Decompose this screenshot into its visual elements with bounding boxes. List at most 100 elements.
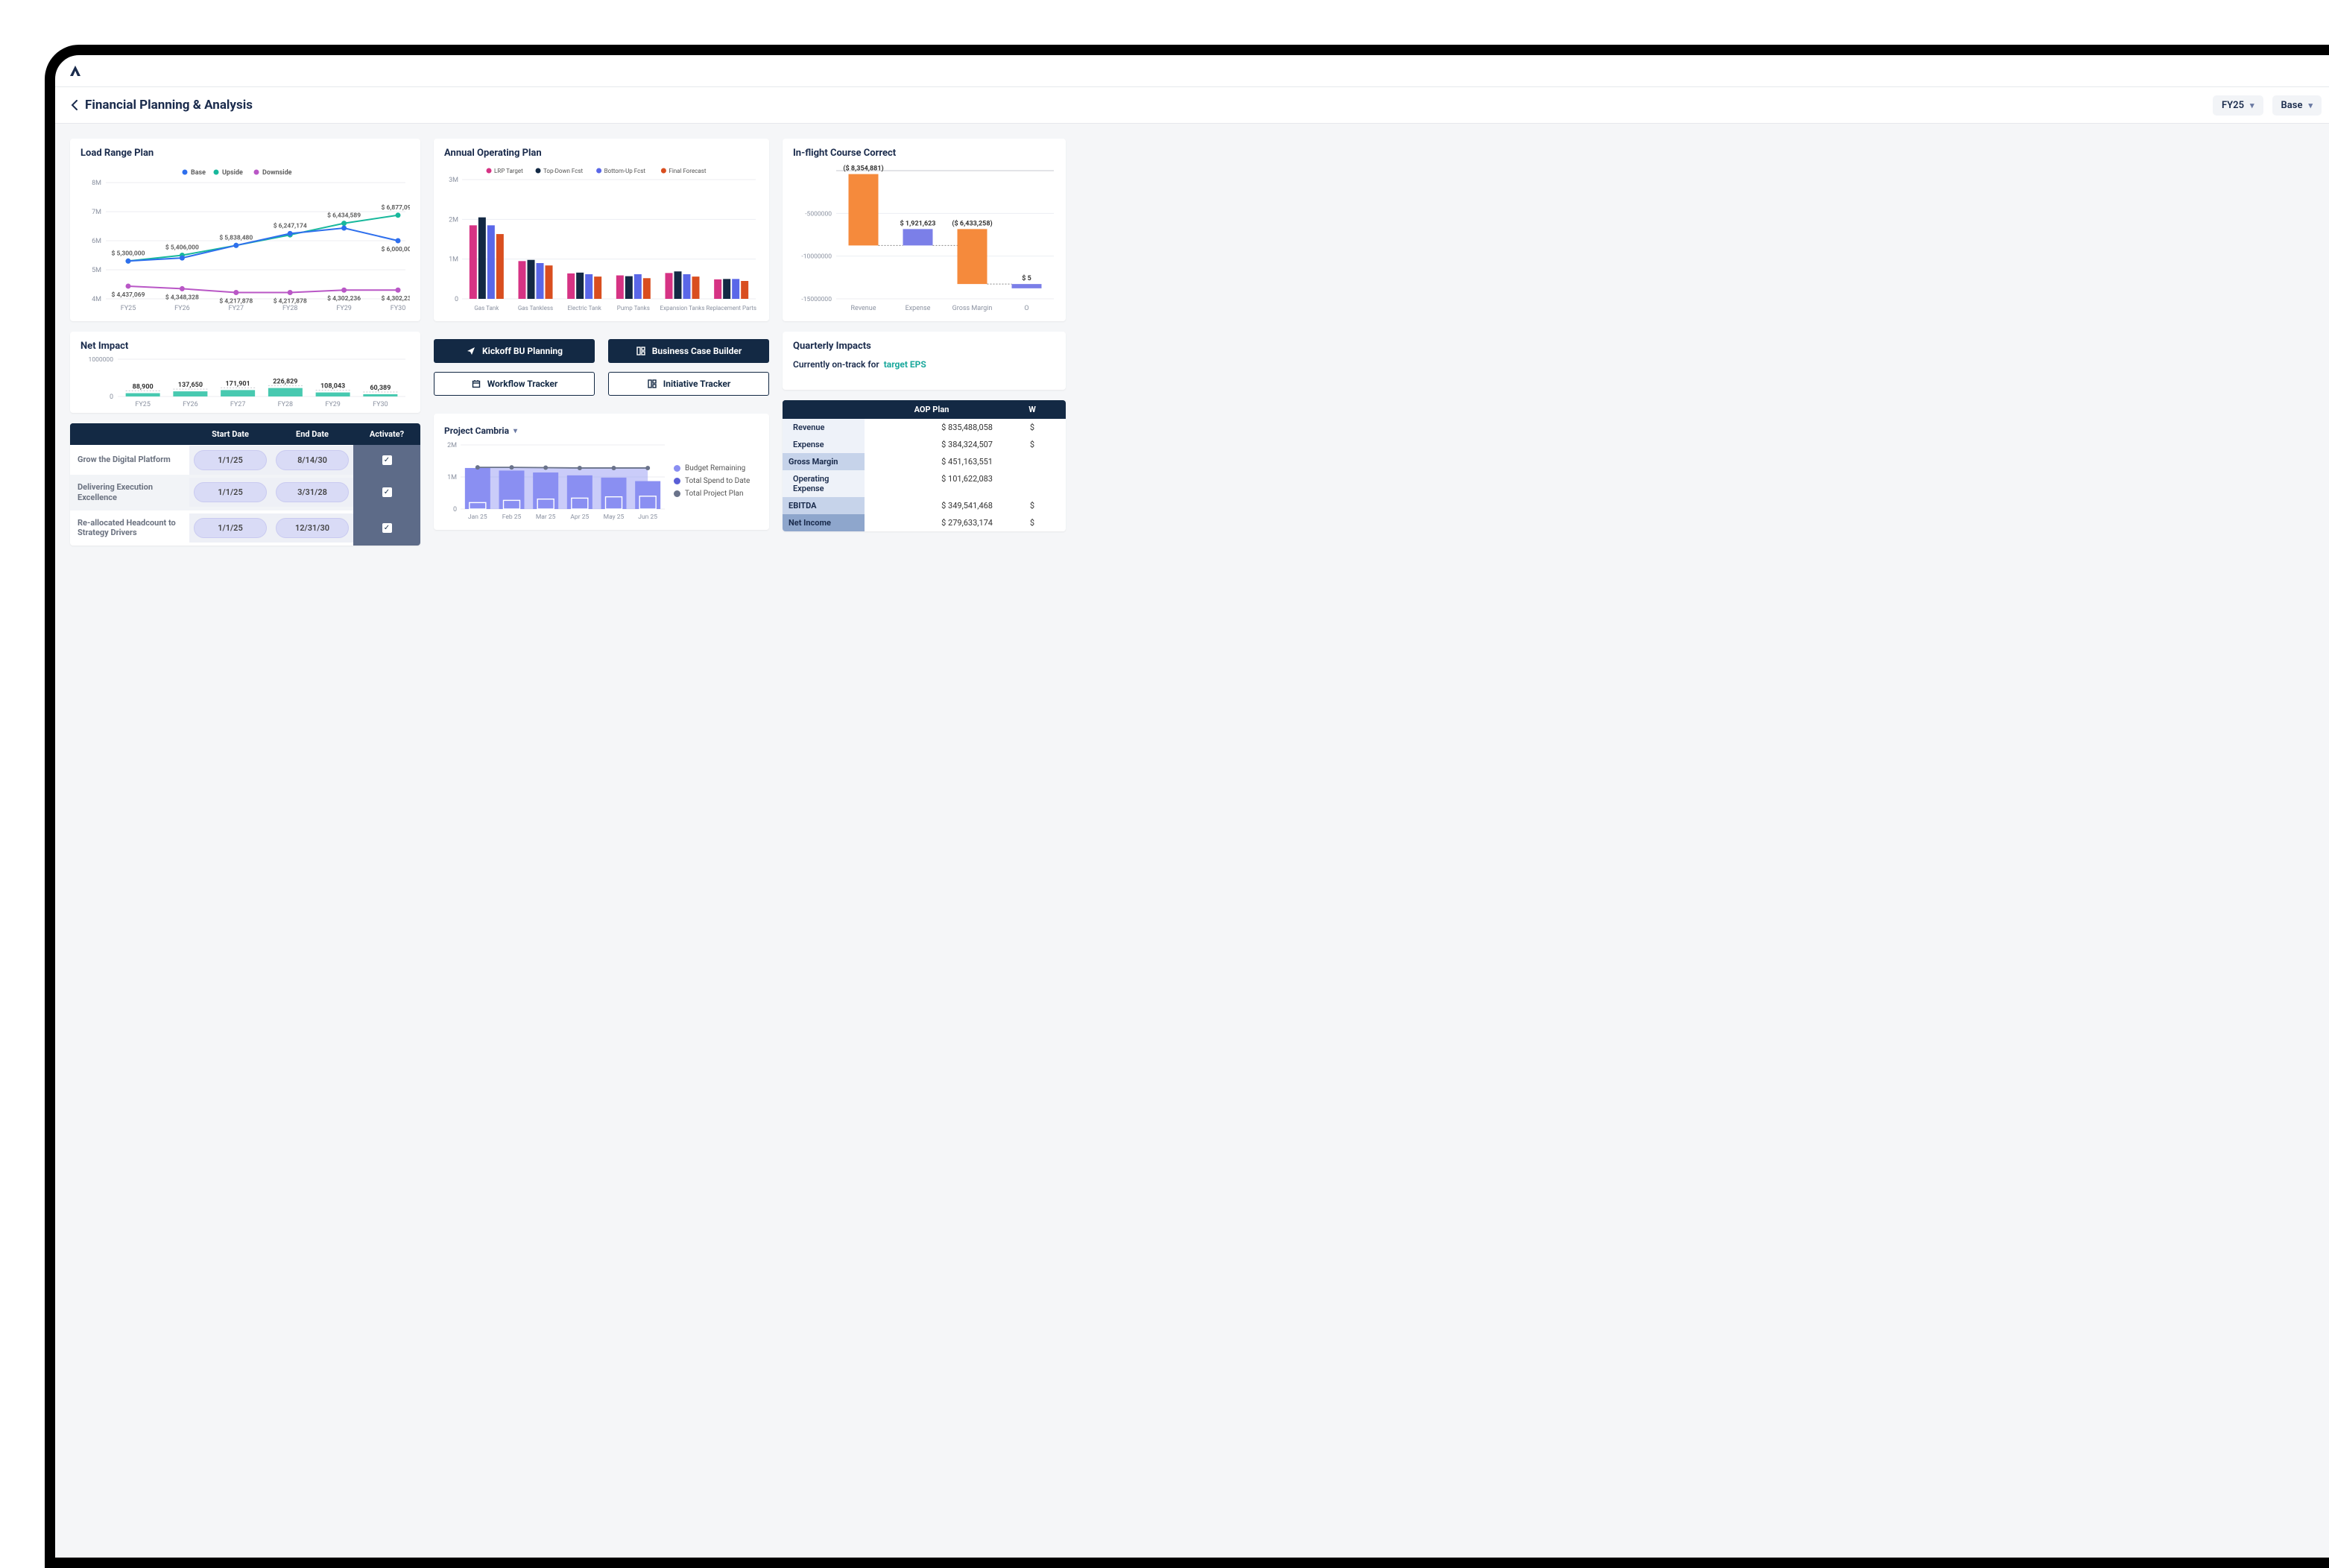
initiative-name: Grow the Digital Platform [70,447,189,472]
svg-text:O: O [1024,305,1028,312]
quarterly-status-text: Currently on-track for target EPS [793,359,1055,370]
end-date-cell[interactable]: 8/14/30 [271,446,353,475]
svg-text:-10000000: -10000000 [801,253,832,261]
svg-text:171,901: 171,901 [226,380,250,388]
col-extra: W [999,400,1066,419]
metric-label: EBITDA [783,497,865,514]
scenario-selector[interactable]: Base ▾ [2272,95,2322,116]
checkbox-icon: ✓ [382,523,392,533]
metric-value: $ 349,541,468 [865,497,999,514]
svg-text:Final Forecast: Final Forecast [669,168,707,174]
activate-cell[interactable]: ✓ [353,445,420,475]
svg-text:-15000000: -15000000 [801,296,832,303]
table-row: Re-allocated Headcount to Strategy Drive… [70,510,420,546]
svg-text:5M: 5M [92,267,101,274]
initiative-name: Re-allocated Headcount to Strategy Drive… [70,510,189,546]
card-title: Quarterly Impacts [793,341,1055,352]
svg-text:0: 0 [455,296,458,303]
svg-text:60,389: 60,389 [370,385,391,392]
card-title: In-flight Course Correct [793,148,1055,159]
svg-text:FY25: FY25 [121,305,136,312]
col-blank [70,423,189,445]
svg-text:0: 0 [453,506,457,513]
svg-text:137,650: 137,650 [178,382,203,389]
initiatives-table: Start Date End Date Activate? Grow the D… [70,423,420,546]
svg-text:Revenue: Revenue [850,305,876,312]
card-title: Net Impact [80,341,410,352]
svg-text:$ 5,300,000: $ 5,300,000 [112,249,145,257]
svg-text:8M: 8M [92,180,101,187]
legend-item: Total Project Plan [674,490,750,498]
activate-cell[interactable]: ✓ [353,510,420,546]
svg-text:Jan 25: Jan 25 [468,513,487,521]
svg-text:Jun 25: Jun 25 [638,513,657,521]
svg-text:Feb 25: Feb 25 [502,513,522,521]
metric-label: Gross Margin [783,453,865,470]
svg-text:$ 6,247,174: $ 6,247,174 [274,221,307,230]
net-impact-chart: 0100000088,900FY25137,650FY26171,901FY27… [80,356,410,408]
back-button[interactable] [67,98,82,113]
metric-value: $ 384,324,507 [865,436,999,453]
target-eps-link[interactable]: target EPS [884,359,926,370]
action-buttons: Kickoff BU Planning Business Case Builde… [434,332,769,403]
svg-text:FY29: FY29 [325,401,341,408]
start-date-cell[interactable]: 1/1/25 [189,478,271,507]
end-date-cell[interactable]: 12/31/30 [271,513,353,543]
fy-selector[interactable]: FY25 ▾ [2213,95,2263,116]
date-value: 1/1/25 [194,518,267,538]
header-bar: Financial Planning & Analysis FY25 ▾ Bas… [55,86,2329,124]
svg-text:$ 6,877,094: $ 6,877,094 [382,203,410,212]
svg-text:FY28: FY28 [282,305,298,312]
workflow-tracker-button[interactable]: Workflow Tracker [434,372,595,396]
app-logo-icon [69,64,82,78]
initiative-tracker-button[interactable]: Initiative Tracker [608,372,769,396]
metric-value: $ 279,633,174 [865,514,999,531]
svg-text:6M: 6M [92,238,101,245]
svg-text:($ 8,354,881): ($ 8,354,881) [843,165,883,173]
svg-text:Electric Tank: Electric Tank [567,305,601,312]
metric-extra: $ [999,497,1066,514]
svg-text:88,900: 88,900 [133,384,154,391]
svg-text:May 25: May 25 [604,513,625,521]
col-activate: Activate? [353,423,420,445]
svg-text:Downside: Downside [262,169,292,177]
table-row: Net Income$ 279,633,174$ [783,514,1066,531]
svg-text:Gross Margin: Gross Margin [952,305,993,312]
start-date-cell[interactable]: 1/1/25 [189,446,271,475]
svg-text:3M: 3M [449,177,458,184]
project-card: Project Cambria ▾ 01M2MJan 25Feb 25Mar 2… [434,414,769,530]
metric-extra: $ [999,436,1066,453]
kickoff-bu-planning-button[interactable]: Kickoff BU Planning [434,339,595,363]
svg-text:$ 4,348,328: $ 4,348,328 [165,293,199,301]
content-area: Load Range Plan BaseUpsideDownside4M5M6M… [55,124,2329,1558]
project-selector[interactable]: Project Cambria ▾ [444,426,517,436]
scenario-selector-label: Base [2281,100,2303,111]
start-date-cell[interactable]: 1/1/25 [189,513,271,543]
svg-text:2M: 2M [447,442,457,449]
aop-card: Annual Operating Plan LRP TargetTop-Down… [434,139,769,321]
metric-label: Operating Expense [783,470,865,497]
svg-text:$ 4,217,878: $ 4,217,878 [219,297,253,306]
button-label: Business Case Builder [652,346,742,356]
svg-text:$ 4,437,069: $ 4,437,069 [112,291,145,299]
svg-text:($ 6,433,258): ($ 6,433,258) [952,219,992,227]
business-case-builder-button[interactable]: Business Case Builder [608,339,769,363]
svg-text:Pump Tanks: Pump Tanks [617,305,650,312]
checkbox-icon: ✓ [382,455,392,465]
activate-cell[interactable]: ✓ [353,475,420,510]
svg-text:-5000000: -5000000 [805,210,832,218]
metric-label: Expense [783,436,865,453]
date-value: 1/1/25 [194,450,267,470]
fy-selector-label: FY25 [2222,100,2244,111]
button-label: Initiative Tracker [663,379,731,389]
end-date-cell[interactable]: 3/31/28 [271,478,353,507]
date-value: 1/1/25 [194,482,267,502]
svg-text:$ 4,217,878: $ 4,217,878 [274,297,307,306]
svg-text:$ 5,838,480: $ 5,838,480 [219,233,253,241]
table-row: EBITDA$ 349,541,468$ [783,497,1066,514]
layout-icon [647,379,657,389]
svg-text:$ 4,302,236: $ 4,302,236 [327,294,361,303]
svg-text:Base: Base [191,169,206,177]
legend-label: Total Project Plan [685,490,744,498]
table-header: AOP Plan W [783,400,1066,419]
